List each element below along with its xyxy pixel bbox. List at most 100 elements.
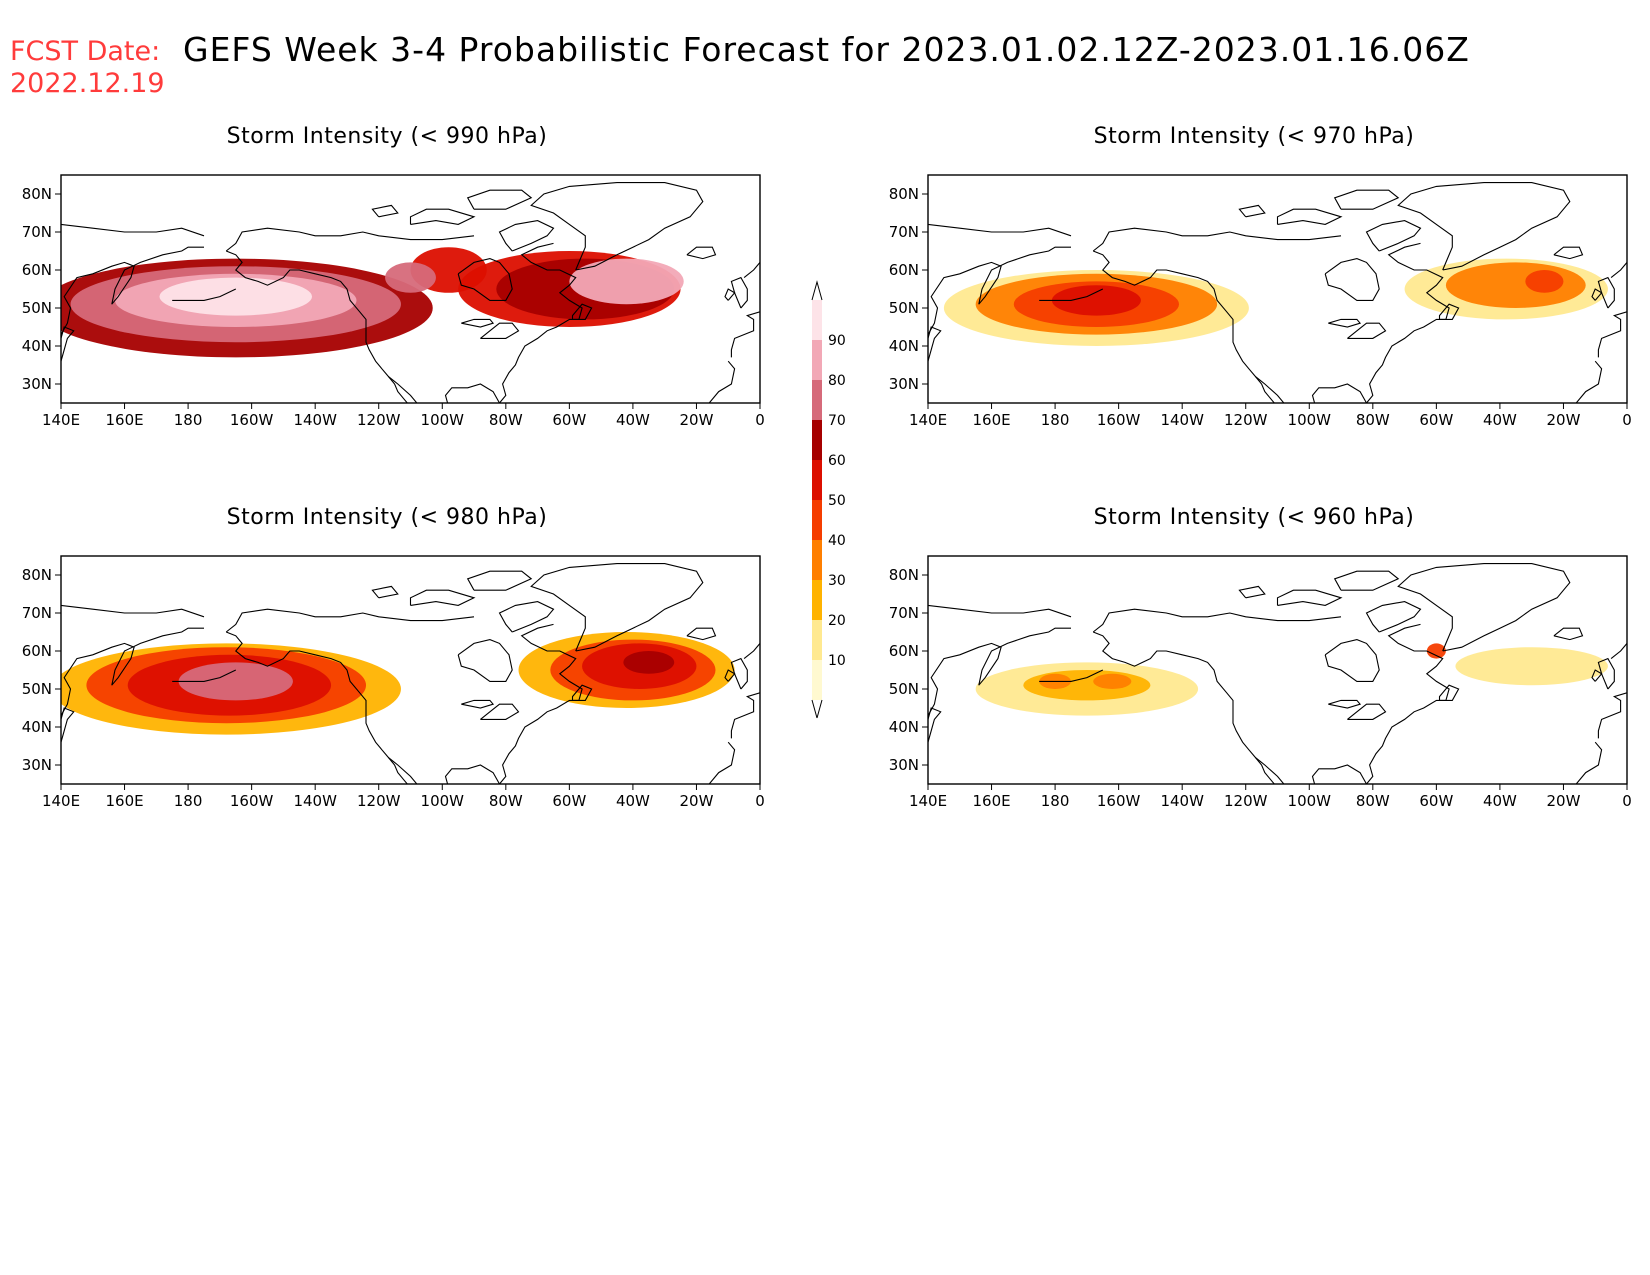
coastline xyxy=(1610,262,1627,279)
probability-fill xyxy=(61,632,735,735)
coastline xyxy=(928,604,1072,618)
lon-tick-label: 140W xyxy=(293,792,337,810)
coastline xyxy=(1092,631,1276,784)
coastline xyxy=(387,375,418,403)
coastline xyxy=(928,326,942,362)
coastline xyxy=(172,288,237,301)
probability-blob xyxy=(159,277,313,316)
coastlines xyxy=(61,563,760,784)
probability-blob xyxy=(569,258,684,305)
coastline xyxy=(371,585,399,599)
coastline xyxy=(409,589,476,606)
lon-tick-label: 180 xyxy=(174,792,203,810)
colorbar-label: 10 xyxy=(828,653,846,669)
coastline xyxy=(1333,570,1400,591)
lat-tick-label: 80N xyxy=(22,185,52,203)
coastline xyxy=(61,707,75,743)
lon-tick-label: 180 xyxy=(1041,411,1070,429)
lon-tick-label: 100W xyxy=(421,792,465,810)
coastline xyxy=(225,631,409,784)
lon-tick-label: 120W xyxy=(357,411,401,429)
coastline xyxy=(409,208,476,225)
colorbar-swatch xyxy=(812,420,822,460)
coastline xyxy=(1092,608,1342,633)
lat-tick-label: 80N xyxy=(889,566,919,584)
coastline xyxy=(498,220,555,252)
probability-blob xyxy=(178,662,293,701)
lon-tick-label: 160W xyxy=(230,411,274,429)
lat-tick-label: 70N xyxy=(889,604,919,622)
colorbar: 10 20 30 40 50 60 70 80 90 xyxy=(811,280,846,719)
coastline xyxy=(225,250,409,403)
coastline xyxy=(1254,756,1285,784)
coastline xyxy=(387,756,418,784)
map-panel-980: 140E 160E 180 160W 140W 120W 100W 80W 60W 40W 20W 0… xyxy=(22,555,765,810)
probability-fill xyxy=(61,247,684,358)
lat-tick-label: 60N xyxy=(889,642,919,660)
colorbar-swatch xyxy=(812,500,822,540)
colorbar-swatch xyxy=(812,340,822,380)
lon-tick-label: 160E xyxy=(972,411,1010,429)
panel-title-970: Storm Intensity (< 970 hPa) xyxy=(1093,124,1415,149)
colorbar-label: 90 xyxy=(828,333,846,349)
coastline xyxy=(61,246,204,335)
lat-tick-label: 30N xyxy=(22,756,52,774)
probability-blob xyxy=(1455,647,1608,686)
lon-tick-label: 160W xyxy=(230,792,274,810)
coastline xyxy=(1238,204,1266,218)
lon-tick-label: 180 xyxy=(1041,792,1070,810)
coastline xyxy=(172,669,237,682)
lon-tick-label: 140W xyxy=(293,411,337,429)
coastline xyxy=(530,182,704,271)
lat-tick-label: 70N xyxy=(889,223,919,241)
lon-tick-label: 80W xyxy=(1356,792,1390,810)
panel-title-980: Storm Intensity (< 980 hPa) xyxy=(226,505,548,530)
colorbar-label: 30 xyxy=(828,573,846,589)
coastline xyxy=(1397,563,1571,652)
lon-tick-label: 140E xyxy=(909,411,947,429)
coastline xyxy=(61,326,75,362)
coastline xyxy=(1276,589,1343,606)
map-frame xyxy=(927,174,1628,404)
probability-blob xyxy=(1426,643,1446,659)
coastline xyxy=(1575,741,1603,784)
coastline xyxy=(1039,288,1104,301)
coastline xyxy=(457,258,513,301)
coastline xyxy=(571,303,593,320)
coastline xyxy=(1575,360,1603,403)
lon-tick-label: 40W xyxy=(616,411,650,429)
probability-fill xyxy=(943,258,1608,346)
lat-tick-label: 60N xyxy=(889,261,919,279)
coastline xyxy=(708,741,736,784)
colorbar-swatch xyxy=(812,620,822,660)
coastline xyxy=(724,288,736,301)
coastline xyxy=(1254,375,1285,403)
coastline xyxy=(1238,585,1266,599)
coastline xyxy=(724,669,736,682)
lon-tick-label: 80W xyxy=(489,792,523,810)
lon-tick-label: 100W xyxy=(1288,411,1332,429)
coastline xyxy=(444,764,500,784)
coastline xyxy=(1347,322,1387,339)
coastline xyxy=(1438,684,1460,701)
coastline xyxy=(1365,220,1422,252)
lon-tick-label: 20W xyxy=(1546,792,1580,810)
coastline xyxy=(686,627,717,641)
lon-tick-label: 180 xyxy=(174,411,203,429)
coastline xyxy=(1092,227,1342,252)
coastline xyxy=(480,703,520,720)
coastline xyxy=(1324,639,1380,682)
lon-tick-label: 100W xyxy=(421,411,465,429)
coastline xyxy=(61,604,205,618)
colorbar-label: 70 xyxy=(828,413,846,429)
lon-tick-label: 40W xyxy=(1483,792,1517,810)
coastline xyxy=(928,223,1072,237)
lon-tick-label: 160E xyxy=(972,792,1010,810)
lat-tick-label: 50N xyxy=(889,680,919,698)
lat-tick-label: 70N xyxy=(22,223,52,241)
coastline xyxy=(480,322,520,339)
coastline xyxy=(466,189,533,210)
colorbar-swatch xyxy=(812,580,822,620)
lon-tick-label: 0 xyxy=(755,411,765,429)
lat-tick-label: 70N xyxy=(22,604,52,622)
